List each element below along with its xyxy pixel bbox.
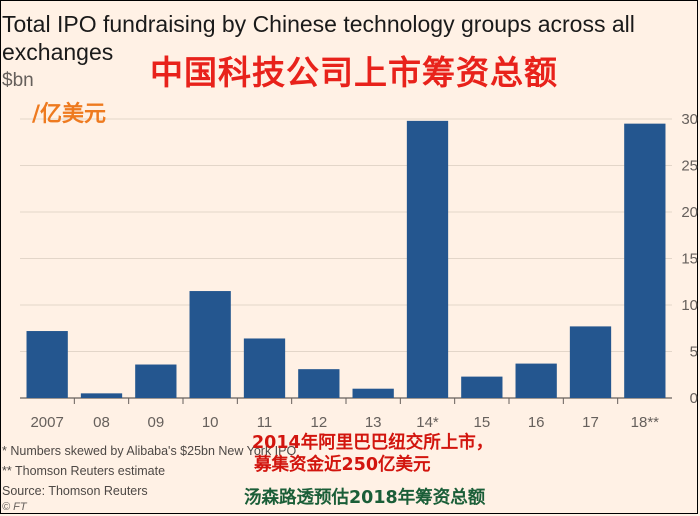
y-tick-label-10: 10 [681,297,698,314]
x-tick-label-09: 09 [147,414,164,431]
x-tick-label-12: 12 [310,414,327,431]
bar-09 [135,364,177,398]
x-tick-label-10: 10 [202,414,219,431]
bar-17 [569,326,612,398]
bar-12 [298,369,340,398]
y-tick-label-25: 25 [681,158,698,175]
bar-14* [406,120,449,399]
bar-16 [515,363,557,398]
x-tick-label-11: 11 [257,414,273,431]
bar-08 [80,393,123,398]
footnotes: * Numbers skewed by Alibaba's $25bn New … [2,441,296,501]
bar-11 [243,338,286,398]
x-tick-label-17: 17 [582,414,599,431]
x-tick-label-2007: 2007 [30,414,63,431]
bar-15 [461,376,503,398]
footnote-alibaba: * Numbers skewed by Alibaba's $25bn New … [2,444,297,458]
bar-10 [189,291,231,398]
chart-title: Total IPO fundraising by Chinese technol… [2,11,635,65]
y-tick-label-30: 30 [681,111,698,128]
chinese-title-overlay: 中国科技公司上市筹资总额 [150,53,558,92]
x-tick-label-08: 08 [93,414,110,431]
x-tick-label-13: 13 [365,414,382,431]
bar-18** [624,123,666,399]
chinese-note-alibaba: 2014年阿里巴巴纽交所上市， 募集资金近250亿美元 [252,432,493,476]
chinese-unit-overlay: /亿美元 [32,102,107,127]
y-tick-label-5: 5 [690,344,698,361]
footnote-source: Source: Thomson Reuters [2,484,148,498]
x-tick-label-18**: 18** [631,414,660,431]
y-tick-label-15: 15 [681,251,698,268]
x-tick-label-14*: 14* [416,414,439,431]
y-axis-unit: $bn [2,70,34,91]
x-tick-label-16: 16 [528,414,545,431]
chinese-note-line-1: 2014年阿里巴巴纽交所上市， [252,433,494,453]
chinese-note-line-2: 募集资金近250亿美元 [254,455,431,475]
y-tick-label-20: 20 [681,204,698,221]
bar-2007 [26,331,68,398]
chinese-note-estimate: 汤森路透预估2018年筹资总额 [244,488,486,508]
bar-13 [352,388,394,398]
ft-credit: © FT [2,501,27,513]
x-tick-label-15: 15 [473,414,490,431]
y-tick-label-0: 0 [690,390,698,407]
footnote-estimate: ** Thomson Reuters estimate [2,464,166,478]
